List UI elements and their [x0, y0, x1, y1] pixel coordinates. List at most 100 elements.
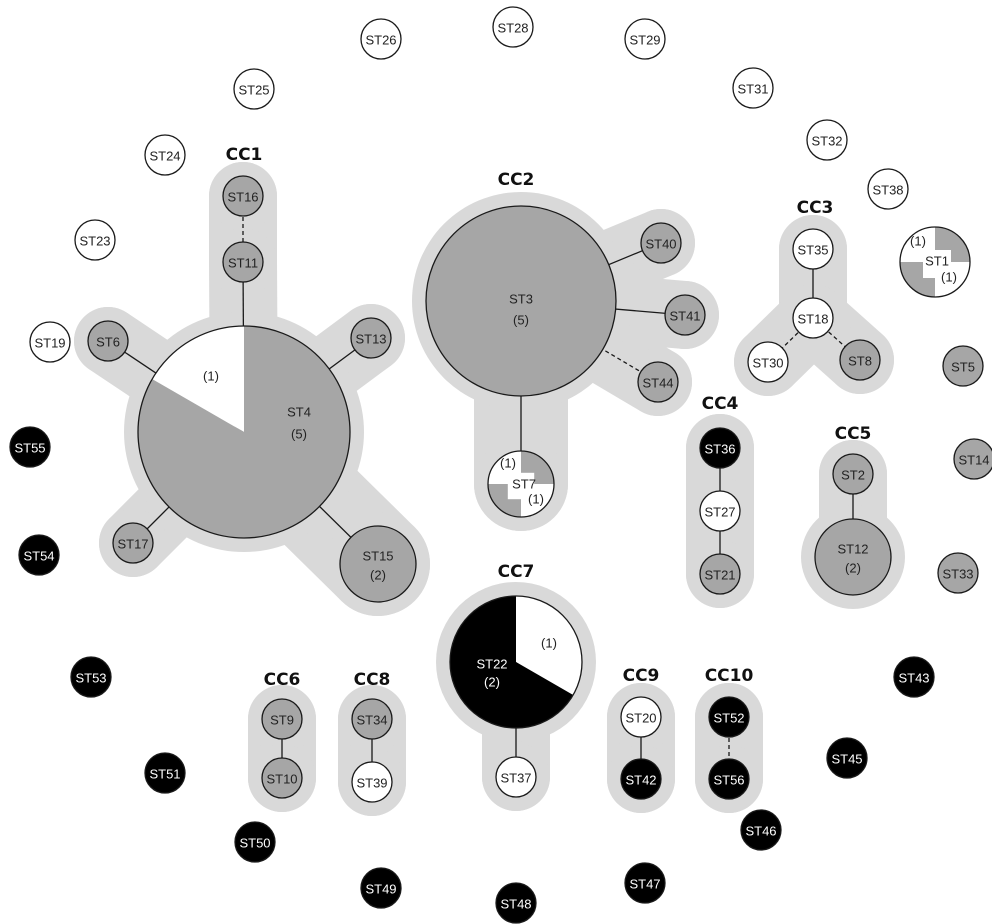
node-outline [624, 862, 666, 904]
slice-count: (1) [541, 636, 557, 651]
node-name: ST19 [34, 336, 65, 351]
cluster-label-cc3: CC3 [797, 198, 834, 218]
node-disc [868, 169, 908, 209]
node-name: ST56 [713, 773, 744, 788]
node-disc [938, 553, 978, 593]
node-st44: ST44 [637, 361, 679, 403]
node-disc [496, 883, 536, 923]
node-name: ST17 [117, 537, 148, 552]
cluster-labels: CC1 CC2 CC3 CC4 CC5 CC6 CC7 CC8 CC9 CC10 [226, 145, 872, 690]
node-st47: ST47 [624, 862, 666, 904]
node-outline [699, 490, 741, 532]
node-name: ST15 [362, 549, 393, 564]
node-name: ST34 [356, 713, 387, 728]
node-disc [30, 322, 70, 362]
node-st50: ST50 [234, 821, 276, 863]
node-outline [620, 696, 662, 738]
node-disc [807, 120, 847, 160]
node-name: ST18 [797, 312, 828, 327]
node-st56: ST56 [708, 758, 750, 800]
node-count: (2) [845, 561, 861, 576]
node-st14: ST14 [953, 438, 992, 480]
node-outline [832, 453, 874, 495]
node-name: ST53 [75, 671, 106, 686]
node-name: ST47 [629, 877, 660, 892]
node-disc [641, 223, 681, 263]
node-name: ST27 [704, 505, 735, 520]
node-outline [839, 339, 881, 381]
node-disc [793, 298, 833, 338]
slice-count-b: (1) [528, 492, 544, 507]
node-name: ST20 [625, 711, 656, 726]
node-name: ST8 [848, 354, 872, 369]
node-name: ST51 [149, 767, 180, 782]
node-name: ST41 [669, 309, 700, 324]
node-name: ST54 [23, 549, 54, 564]
node-st21: ST21 [699, 553, 741, 595]
node-st36: ST36 [699, 427, 741, 469]
node-outline [261, 757, 303, 799]
node-st11: ST11 [222, 241, 264, 283]
node-outline [708, 758, 750, 800]
node-outline [29, 321, 71, 363]
cluster-label-cc2: CC2 [498, 170, 535, 190]
node-name: ST43 [898, 671, 929, 686]
cluster-label-cc5: CC5 [835, 424, 872, 444]
node-name: ST42 [625, 773, 656, 788]
node-st38: ST38 [867, 168, 909, 210]
node-st17: ST17 [112, 522, 154, 564]
slice-white [516, 596, 582, 695]
node-outline [234, 821, 276, 863]
node-st1: (1)ST1(1) [899, 226, 971, 298]
node-name: ST11 [228, 256, 258, 271]
node-st5: ST5 [942, 345, 984, 387]
node-outline [350, 317, 392, 359]
node-inner [507, 472, 535, 500]
node-outline [740, 809, 782, 851]
node-disc [638, 362, 678, 402]
node-outline [144, 752, 186, 794]
slice-count-a: (1) [910, 234, 926, 249]
node-outline [351, 761, 393, 803]
node-disc [426, 206, 616, 396]
cluster-label-cc8: CC8 [354, 670, 391, 690]
node-disc [19, 535, 59, 575]
node-outline [899, 226, 971, 298]
node-st12: ST12 (2) [814, 518, 892, 596]
node-st15: ST15 (2) [339, 525, 417, 603]
node-disc [262, 758, 302, 798]
node-outline [699, 427, 741, 469]
node-disc [625, 863, 665, 903]
node-name: ST29 [629, 33, 660, 48]
node-st39: ST39 [351, 761, 393, 803]
node-name: ST45 [831, 752, 862, 767]
node-disc [223, 242, 263, 282]
node-outline [806, 119, 848, 161]
node-outline [937, 552, 979, 594]
node-disc [709, 697, 749, 737]
node-count: (2) [370, 568, 386, 583]
node-st31: ST31 [732, 67, 774, 109]
cluster-label-cc9: CC9 [623, 666, 660, 686]
node-outline [664, 294, 706, 336]
node-outline [360, 18, 402, 60]
node-disc [71, 657, 111, 697]
node-st42: ST42 [620, 758, 662, 800]
node-outline [233, 68, 275, 110]
node-name: ST1 [925, 254, 949, 269]
node-name: ST52 [713, 711, 744, 726]
node-disc [943, 346, 983, 386]
node-st6: ST6 [87, 320, 129, 362]
node-st3: ST3(5) [425, 205, 617, 397]
node-disc [113, 523, 153, 563]
node-st10: ST10 [261, 757, 303, 799]
node-disc [352, 762, 392, 802]
cluster-label-cc7: CC7 [498, 562, 535, 582]
node-name: ST25 [238, 83, 269, 98]
node-disc [234, 69, 274, 109]
node-st29: ST29 [624, 18, 666, 60]
node-outline [137, 325, 351, 539]
node-name: ST46 [745, 824, 776, 839]
node-name: ST12 [837, 542, 868, 557]
